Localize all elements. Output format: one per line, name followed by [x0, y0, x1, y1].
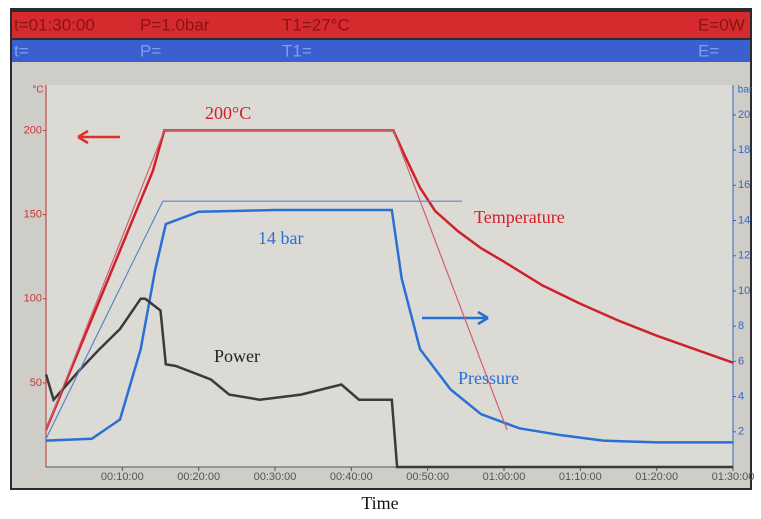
- annotation: 200°C: [205, 103, 251, 123]
- y-tick-label: 100: [24, 293, 42, 305]
- x-tick-label: 00:30:00: [254, 471, 297, 483]
- annotation: 14 bar: [258, 228, 303, 248]
- x-tick-label: 01:20:00: [635, 471, 678, 483]
- y2-tick-label: 18: [738, 144, 750, 156]
- header-label: T1=: [282, 41, 312, 60]
- y2-tick-label: 12: [738, 250, 750, 262]
- y2-tick-label: 20: [738, 109, 750, 121]
- plot-area: [46, 85, 733, 467]
- y2-tick-label: 16: [738, 179, 750, 191]
- header-row-2: [12, 40, 750, 62]
- screen: Time °C bar t=01:30:00P=1.0barT1=27°CE=0…: [0, 0, 761, 514]
- y2-tick-label: 2: [738, 426, 744, 438]
- x-tick-label: 00:50:00: [406, 471, 449, 483]
- x-axis-label: Time: [361, 493, 398, 513]
- x-tick-label: 01:30:00: [712, 471, 755, 483]
- header-value: P=1.0bar: [140, 15, 210, 34]
- y2-tick-label: 4: [738, 390, 744, 402]
- header-label: E=: [698, 41, 719, 60]
- x-tick-label: 01:00:00: [483, 471, 526, 483]
- annotation: Power: [214, 346, 260, 366]
- y2-axis-label: bar: [738, 85, 753, 96]
- header-label: t=: [14, 41, 29, 60]
- y2-tick-label: 10: [738, 285, 750, 297]
- y2-tick-label: 8: [738, 320, 744, 332]
- y-tick-label: 150: [24, 208, 42, 220]
- x-tick-label: 00:40:00: [330, 471, 373, 483]
- x-tick-label: 00:20:00: [177, 471, 220, 483]
- y-tick-label: 200: [24, 124, 42, 136]
- annotation: Pressure: [458, 368, 519, 388]
- header-value: T1=27°C: [282, 15, 350, 34]
- y-tick-label: 50: [30, 377, 42, 389]
- header-value: t=01:30:00: [14, 15, 95, 34]
- y2-tick-label: 6: [738, 355, 744, 367]
- header-row-1: [12, 12, 750, 38]
- x-tick-label: 01:10:00: [559, 471, 602, 483]
- header-value: E=0W: [698, 15, 745, 34]
- header-label: P=: [140, 41, 161, 60]
- y2-tick-label: 14: [738, 214, 750, 226]
- annotation: Temperature: [474, 207, 565, 227]
- y-axis-label: °C: [32, 85, 43, 96]
- x-tick-label: 00:10:00: [101, 471, 144, 483]
